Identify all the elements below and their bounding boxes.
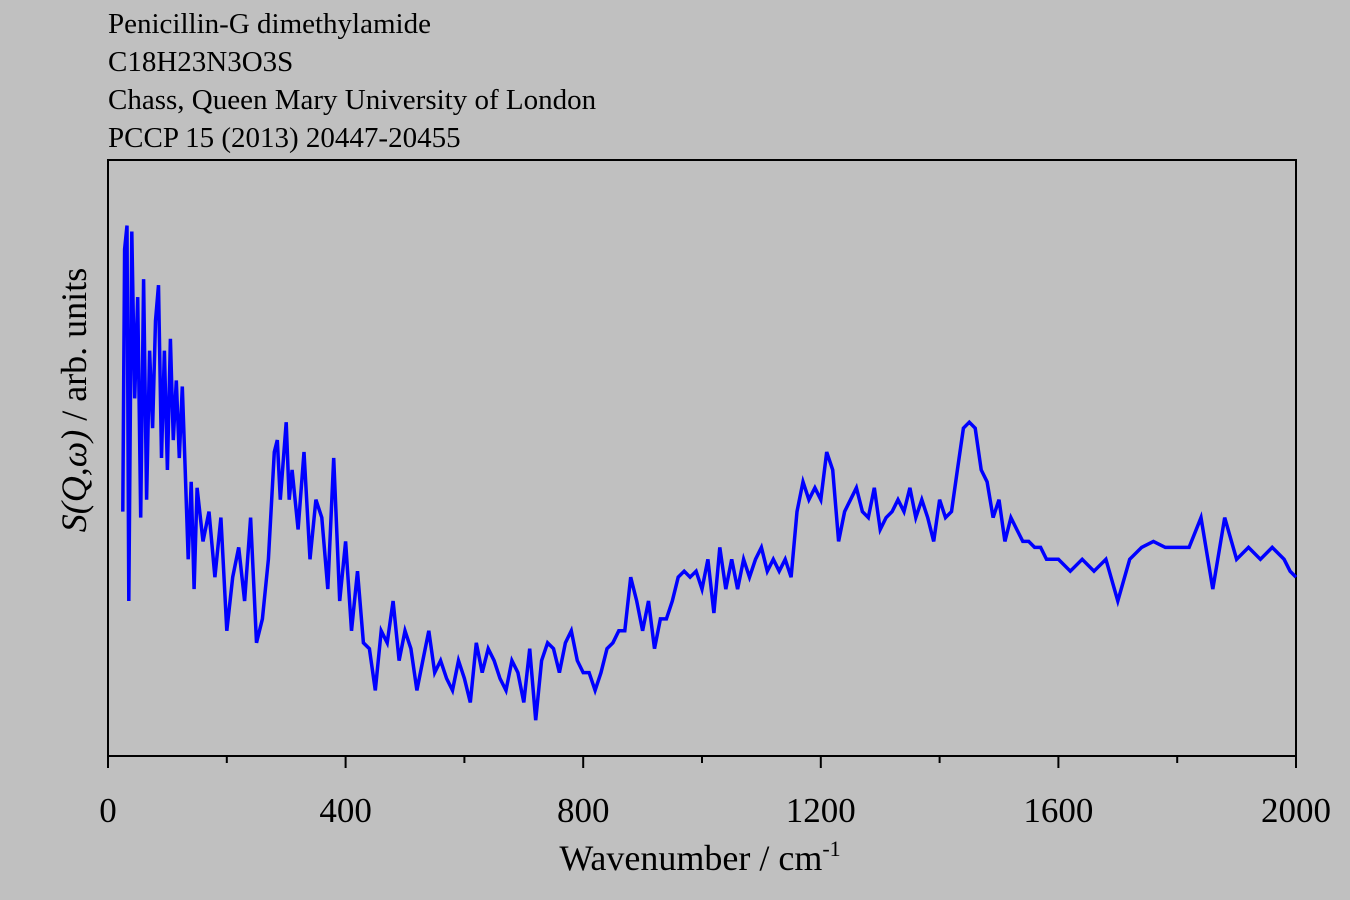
x-tick-label: 1600	[1023, 791, 1093, 830]
x-tick-label: 400	[319, 791, 372, 830]
x-axis-label: Wavenumber / cm-1	[559, 836, 840, 878]
title-line: C18H23N3O3S	[108, 46, 293, 78]
title-line: Penicillin-G dimethylamide	[108, 8, 431, 40]
x-tick-label: 0	[99, 791, 117, 830]
x-tick-label: 800	[557, 791, 610, 830]
x-axis-label-text: Wavenumber / cm	[559, 838, 822, 878]
x-tick-label: 1200	[786, 791, 856, 830]
y-axis-label: S(Q,ω) / arb. units	[54, 268, 94, 532]
spectrum-line	[121, 225, 1298, 721]
x-axis-label-superscript: -1	[822, 836, 840, 861]
y-axis-label-text: / arb. units	[54, 268, 94, 421]
title-line: PCCP 15 (2013) 20447-20455	[108, 122, 461, 154]
y-axis-label-symbol: S(Q,ω)	[54, 430, 94, 532]
title-line: Chass, Queen Mary University of London	[108, 84, 597, 116]
x-tick-label: 2000	[1261, 791, 1331, 830]
